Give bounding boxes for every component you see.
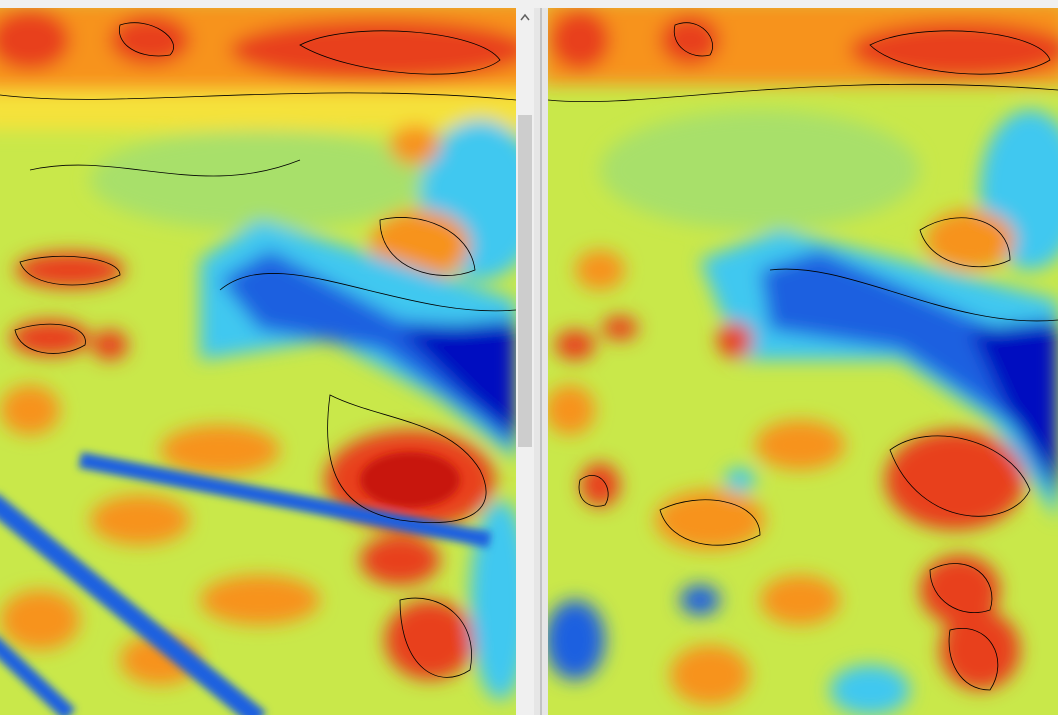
top-border xyxy=(0,0,1058,8)
page xyxy=(0,0,1058,715)
scroll-thumb[interactable] xyxy=(518,115,532,447)
right-map xyxy=(540,0,1058,715)
screen xyxy=(0,0,1058,715)
left-map xyxy=(0,0,540,715)
scrollbar[interactable] xyxy=(516,8,534,715)
